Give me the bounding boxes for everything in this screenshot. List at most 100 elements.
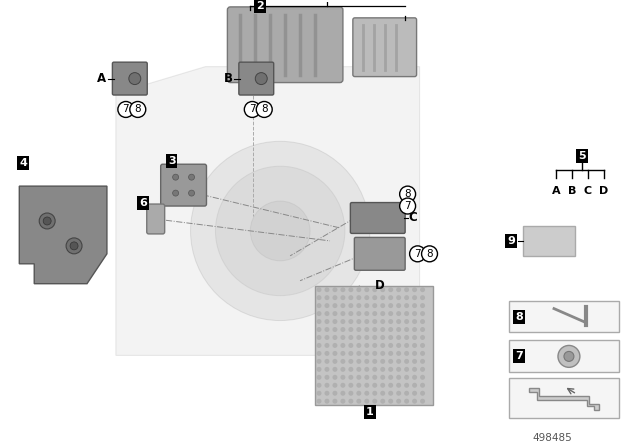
Circle shape (412, 383, 417, 388)
Circle shape (332, 295, 337, 300)
Circle shape (372, 399, 377, 404)
Circle shape (404, 367, 409, 372)
Circle shape (388, 375, 393, 380)
Circle shape (356, 399, 362, 404)
Circle shape (396, 287, 401, 292)
Circle shape (356, 375, 362, 380)
Circle shape (420, 311, 425, 316)
Circle shape (364, 311, 369, 316)
Circle shape (332, 367, 337, 372)
Circle shape (364, 391, 369, 396)
Circle shape (372, 343, 377, 348)
Circle shape (118, 102, 134, 117)
Circle shape (388, 319, 393, 324)
Circle shape (332, 303, 337, 308)
Circle shape (356, 335, 362, 340)
Circle shape (340, 287, 346, 292)
Circle shape (324, 319, 330, 324)
Circle shape (332, 391, 337, 396)
Circle shape (173, 174, 179, 180)
Circle shape (317, 295, 321, 300)
Circle shape (356, 351, 362, 356)
Circle shape (396, 399, 401, 404)
Circle shape (396, 303, 401, 308)
Circle shape (130, 102, 146, 117)
FancyBboxPatch shape (113, 62, 147, 95)
Circle shape (317, 335, 321, 340)
Circle shape (420, 319, 425, 324)
Circle shape (340, 351, 346, 356)
Circle shape (317, 375, 321, 380)
Circle shape (380, 399, 385, 404)
Circle shape (420, 359, 425, 364)
Circle shape (372, 391, 377, 396)
Text: 6: 6 (139, 198, 147, 208)
Circle shape (324, 351, 330, 356)
FancyBboxPatch shape (227, 7, 343, 82)
FancyBboxPatch shape (353, 18, 417, 77)
Circle shape (340, 295, 346, 300)
Circle shape (356, 367, 362, 372)
Circle shape (396, 311, 401, 316)
Circle shape (364, 343, 369, 348)
Circle shape (404, 335, 409, 340)
Circle shape (324, 367, 330, 372)
Circle shape (380, 359, 385, 364)
Circle shape (380, 383, 385, 388)
Circle shape (399, 186, 415, 202)
Circle shape (364, 303, 369, 308)
Circle shape (396, 343, 401, 348)
Circle shape (404, 383, 409, 388)
Circle shape (348, 367, 353, 372)
Circle shape (324, 343, 330, 348)
Text: 7: 7 (515, 351, 523, 362)
Circle shape (564, 351, 574, 362)
Circle shape (356, 359, 362, 364)
Circle shape (388, 327, 393, 332)
Circle shape (396, 383, 401, 388)
Circle shape (356, 303, 362, 308)
Text: B: B (223, 72, 232, 85)
Circle shape (348, 359, 353, 364)
Circle shape (372, 303, 377, 308)
Text: 3: 3 (168, 156, 175, 166)
Circle shape (340, 343, 346, 348)
Text: 7: 7 (404, 201, 411, 211)
Circle shape (332, 327, 337, 332)
Circle shape (388, 343, 393, 348)
Circle shape (356, 287, 362, 292)
Circle shape (364, 359, 369, 364)
Circle shape (348, 399, 353, 404)
Circle shape (216, 166, 345, 296)
Circle shape (404, 319, 409, 324)
Circle shape (372, 367, 377, 372)
Circle shape (317, 343, 321, 348)
Text: A: A (552, 186, 560, 196)
Circle shape (412, 391, 417, 396)
Circle shape (388, 367, 393, 372)
Circle shape (420, 287, 425, 292)
Circle shape (420, 335, 425, 340)
Circle shape (404, 295, 409, 300)
Circle shape (356, 343, 362, 348)
Circle shape (420, 295, 425, 300)
Circle shape (364, 383, 369, 388)
Circle shape (420, 383, 425, 388)
Circle shape (332, 383, 337, 388)
Circle shape (340, 383, 346, 388)
Circle shape (324, 335, 330, 340)
Circle shape (404, 327, 409, 332)
Circle shape (364, 375, 369, 380)
Circle shape (396, 335, 401, 340)
Circle shape (396, 351, 401, 356)
Circle shape (356, 383, 362, 388)
Bar (315, 286, 433, 405)
Circle shape (348, 351, 353, 356)
Circle shape (348, 287, 353, 292)
Circle shape (332, 375, 337, 380)
Circle shape (422, 246, 438, 262)
Circle shape (340, 399, 346, 404)
Circle shape (191, 141, 370, 321)
Circle shape (380, 327, 385, 332)
Circle shape (364, 367, 369, 372)
